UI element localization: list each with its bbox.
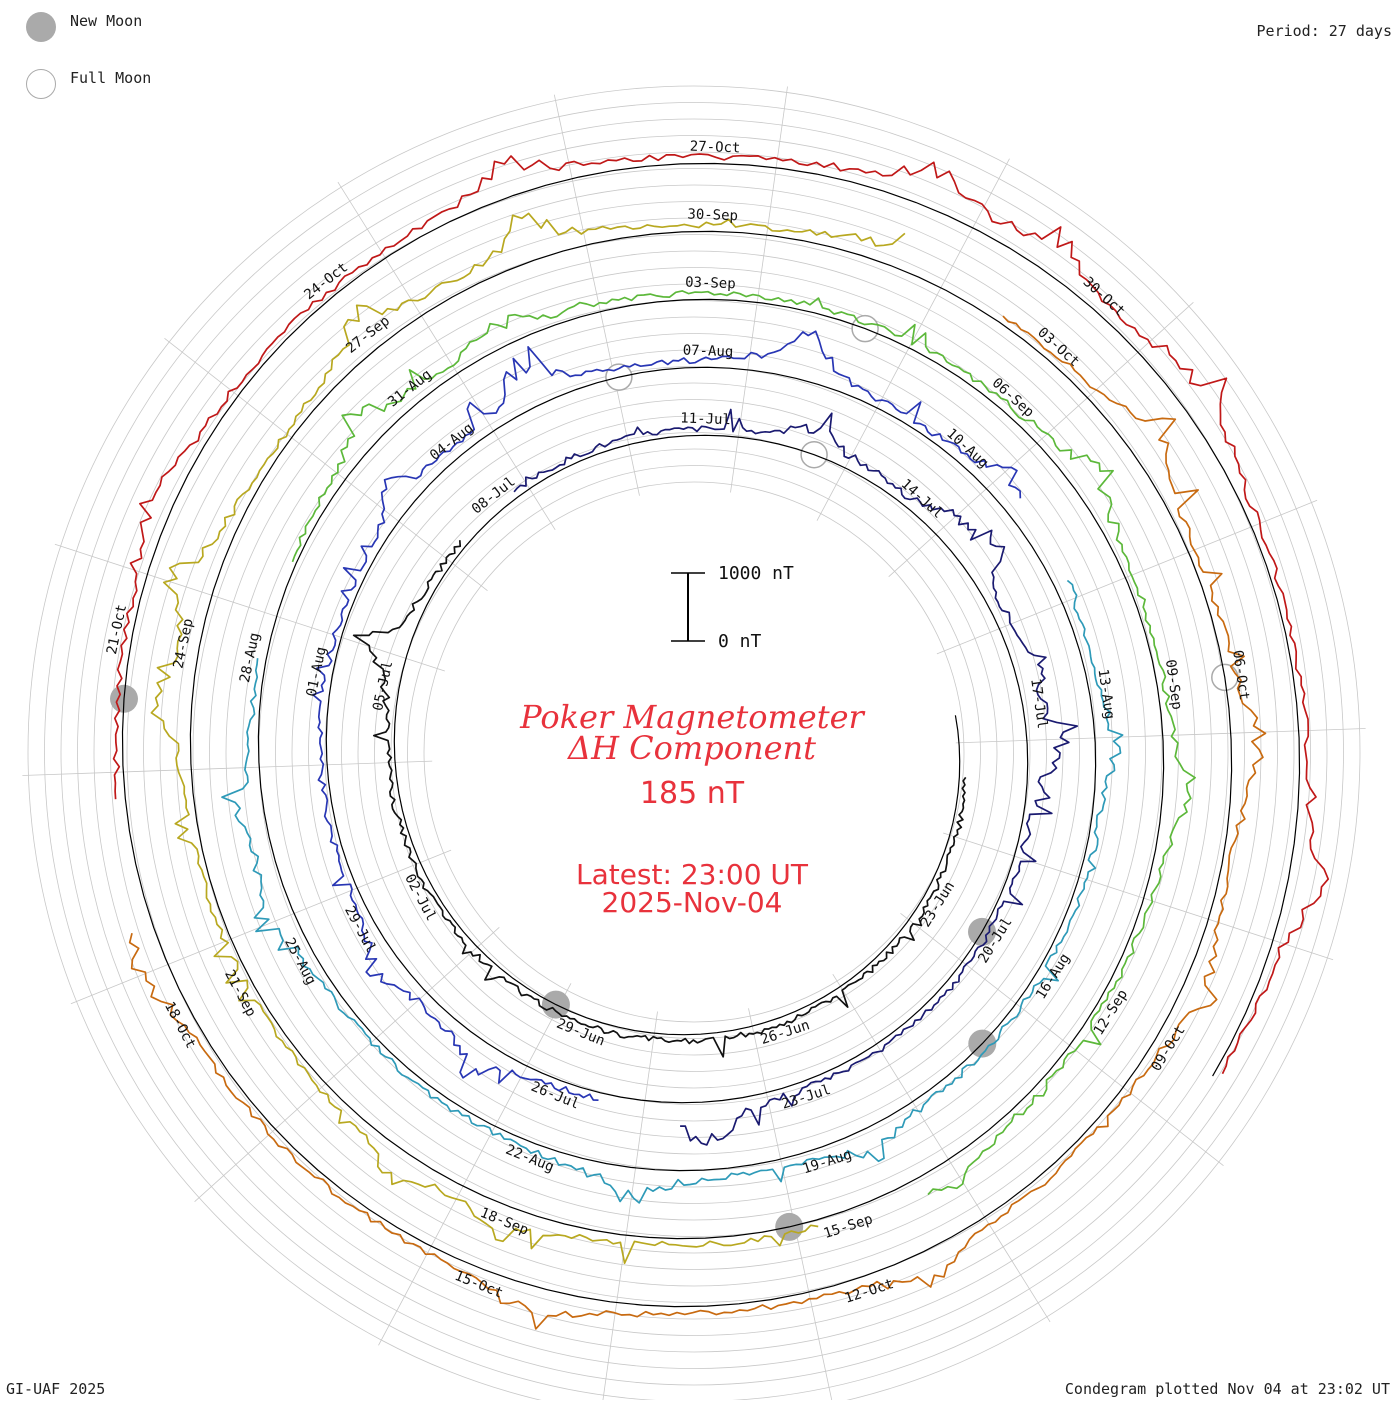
footer-credit: GI-UAF 2025 bbox=[6, 1380, 106, 1398]
grid-spoke bbox=[730, 86, 788, 493]
grid-spoke bbox=[888, 302, 1194, 577]
legend-full-moon: Full Moon bbox=[26, 69, 151, 99]
grid-ring bbox=[407, 465, 981, 1039]
grid-ring bbox=[192, 250, 1196, 1254]
date-label: 03-Oct bbox=[1034, 325, 1082, 371]
grid-ring bbox=[93, 151, 1295, 1353]
baseline-spiral bbox=[121, 162, 1301, 1308]
date-label: 29-Jun bbox=[554, 1016, 607, 1050]
data-series bbox=[112, 153, 1330, 1330]
series-line bbox=[513, 408, 1079, 1146]
date-label: 03-Sep bbox=[685, 275, 736, 293]
latest-time: Latest: 23:00 UT bbox=[576, 858, 809, 891]
scale-bottom-label: 0 nT bbox=[718, 631, 762, 652]
latest-date: 2025-Nov-04 bbox=[602, 886, 783, 919]
full-moon-icon bbox=[26, 69, 56, 99]
series-line bbox=[112, 153, 1330, 1075]
series-line bbox=[291, 290, 1196, 1196]
grid-spoke bbox=[936, 499, 1318, 655]
date-label: 30-Oct bbox=[1080, 274, 1128, 320]
chart-title-line2: ΔH Component bbox=[566, 729, 816, 767]
date-label: 24-Oct bbox=[301, 259, 351, 303]
grid-spoke bbox=[378, 983, 572, 1346]
legend-full-moon-label: Full Moon bbox=[70, 69, 152, 87]
grid-ring bbox=[209, 267, 1179, 1237]
date-label: 09-Sep bbox=[1162, 658, 1185, 710]
scale-bar: 1000 nT 0 nT bbox=[671, 563, 794, 652]
series-line bbox=[352, 540, 967, 1058]
date-label: 13-Aug bbox=[1095, 668, 1118, 720]
grid-ring bbox=[27, 85, 1361, 1404]
date-label: 11-Jul bbox=[680, 410, 731, 428]
series-line bbox=[150, 212, 906, 1265]
date-label: 27-Oct bbox=[690, 139, 741, 157]
grid-ring bbox=[159, 217, 1229, 1287]
series-line bbox=[312, 330, 1022, 1102]
chart-title-line1: Poker Magnetometer bbox=[519, 698, 865, 736]
grid-spoke bbox=[22, 760, 433, 776]
date-label: 06-Oct bbox=[1229, 649, 1252, 701]
date-label: 15-Oct bbox=[452, 1268, 505, 1302]
grid-spoke bbox=[553, 94, 640, 496]
grid-spoke bbox=[54, 543, 445, 672]
scale-top-label: 1000 nT bbox=[718, 563, 794, 584]
grid-spoke bbox=[194, 927, 500, 1202]
date-label: 07-Aug bbox=[682, 343, 733, 361]
grid-spoke bbox=[164, 337, 488, 592]
grid-ring bbox=[374, 432, 1014, 1072]
legend-new-moon: New Moon bbox=[26, 12, 142, 42]
date-label: 05-Jul bbox=[370, 660, 396, 713]
baseline-path bbox=[121, 162, 1301, 1308]
series-line bbox=[128, 315, 1267, 1330]
period-label: Period: 27 days bbox=[1256, 22, 1392, 40]
grid-ring bbox=[176, 234, 1212, 1270]
date-label: 21-Sep bbox=[221, 967, 259, 1019]
grid-spoke bbox=[601, 1011, 658, 1404]
date-label: 25-Aug bbox=[281, 935, 319, 987]
grid-spoke bbox=[955, 728, 1366, 744]
date-label: 30-Sep bbox=[687, 207, 738, 225]
grid-ring bbox=[324, 382, 1064, 1122]
grid-ring bbox=[291, 349, 1097, 1155]
date-label: 01-Aug bbox=[304, 645, 330, 698]
grid-ring bbox=[390, 448, 998, 1056]
grid-spoke bbox=[337, 181, 556, 531]
date-label: 29-Jul bbox=[341, 904, 379, 956]
date-label: 28-Aug bbox=[237, 631, 263, 684]
date-label: 18-Oct bbox=[161, 999, 199, 1051]
date-label: 24-Sep bbox=[171, 617, 197, 670]
grid-ring bbox=[77, 135, 1311, 1369]
current-value: 185 nT bbox=[640, 776, 745, 811]
footer-timestamp: Condegram plotted Nov 04 at 23:02 UT bbox=[1064, 1380, 1390, 1398]
new-moon-icon bbox=[26, 12, 56, 42]
grid-spoke bbox=[748, 1008, 833, 1404]
grid-ring bbox=[60, 118, 1328, 1386]
date-label: 21-Oct bbox=[104, 603, 130, 656]
grid-spoke bbox=[943, 832, 1334, 961]
grid-ring bbox=[341, 399, 1047, 1105]
date-label: 04-Aug bbox=[427, 420, 477, 464]
date-label: 17-Jul bbox=[1027, 677, 1050, 729]
grid-ring bbox=[110, 168, 1278, 1336]
grid-ring bbox=[242, 300, 1146, 1204]
date-label: 22-Aug bbox=[503, 1142, 556, 1176]
grid-ring bbox=[357, 415, 1031, 1089]
date-label: 06-Sep bbox=[989, 375, 1037, 421]
grid-ring bbox=[225, 283, 1163, 1221]
legend-new-moon-label: New Moon bbox=[70, 12, 143, 30]
grid-spoke bbox=[832, 973, 1051, 1323]
grid-ring bbox=[423, 481, 965, 1023]
series-line bbox=[221, 579, 1124, 1204]
date-label: 26-Jul bbox=[529, 1079, 582, 1113]
grid-spoke bbox=[900, 912, 1224, 1167]
center-block: Poker Magnetometer ΔH Component 185 nT L… bbox=[519, 698, 865, 919]
grid-ring bbox=[143, 201, 1245, 1303]
